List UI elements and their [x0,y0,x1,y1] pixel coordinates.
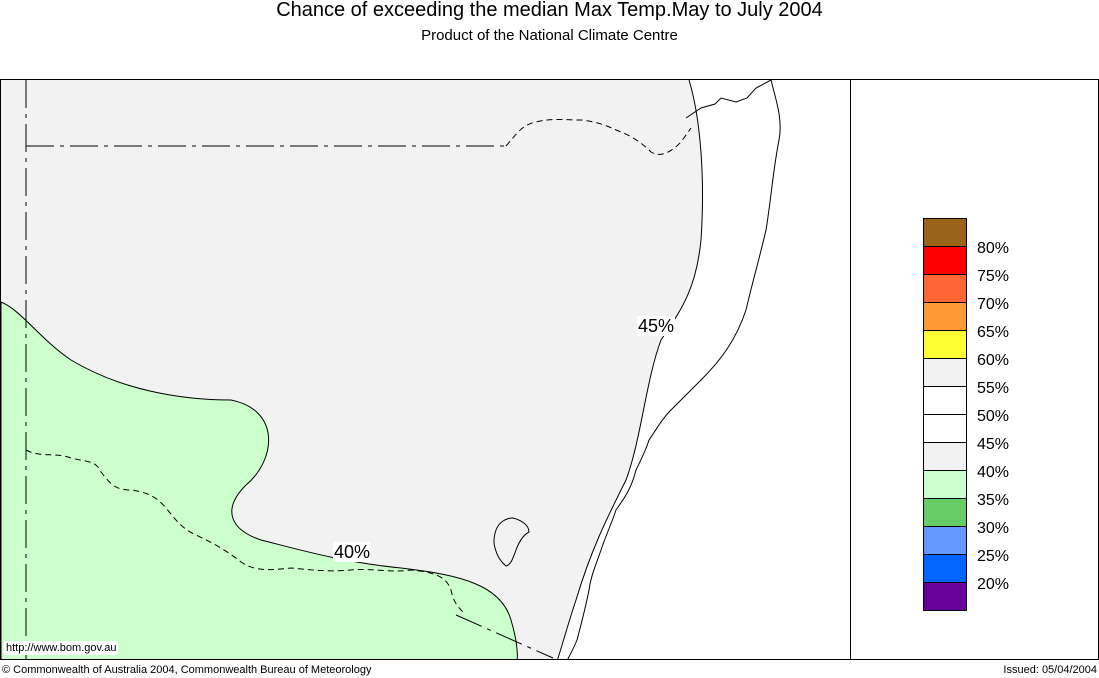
legend-swatch [923,499,967,527]
legend-label: 50% [977,408,1010,425]
contour-label-40: 40% [333,542,372,562]
legend-labels: 80% 75% 70% 65% 60% 55% 50% 45% 40% 35% 30% 25% 20% [977,240,1037,604]
legend-label: 25% [977,548,1010,565]
map-panel: 45% 40% [0,79,851,660]
legend-swatch [923,583,967,611]
coast-headland [685,80,772,119]
map-subtitle: Product of the National Climate Centre [421,27,678,44]
coastline [567,80,781,659]
act-outline [493,517,530,567]
legend-label: 40% [977,464,1010,481]
legend-label: 65% [977,324,1010,341]
legend-label: 35% [977,492,1010,509]
legend-swatch [923,359,967,387]
legend-swatch [923,303,967,331]
legend-label: 30% [977,520,1010,537]
legend-swatch [923,275,967,303]
copyright-notice: © Commonwealth of Australia 2004, Common… [2,664,372,676]
legend-swatch [923,218,967,247]
state-border-south [455,614,554,659]
legend-swatch [923,443,967,471]
legend-label: 80% [977,240,1010,257]
legend-panel: 80% 75% 70% 65% 60% 55% 50% 45% 40% 35% 30% 25% 20% [850,79,1099,660]
legend-label: 45% [977,436,1010,453]
legend-swatch [923,331,967,359]
contour-label-45: 45% [637,316,676,336]
legend-label: 55% [977,380,1010,397]
legend-swatch [923,387,967,415]
legend-label: 60% [977,352,1010,369]
nsw-map [1,80,781,659]
legend-swatch [923,471,967,499]
border-river-north [505,119,692,155]
legend-label: 70% [977,296,1010,313]
region-below-40 [1,301,518,659]
legend-colorbar [923,218,967,611]
border-river-south [25,449,464,613]
map-title: Chance of exceeding the median Max Temp.… [276,0,823,21]
legend-label: 20% [977,576,1010,593]
legend-swatch [923,415,967,443]
issued-date: Issued: 05/04/2004 [1003,664,1097,676]
legend-swatch [923,527,967,555]
legend-label: 75% [977,268,1010,285]
source-url[interactable]: http://www.bom.gov.au [4,641,119,655]
legend-swatch [923,247,967,275]
contour-45 [557,80,703,659]
legend-swatch [923,555,967,583]
